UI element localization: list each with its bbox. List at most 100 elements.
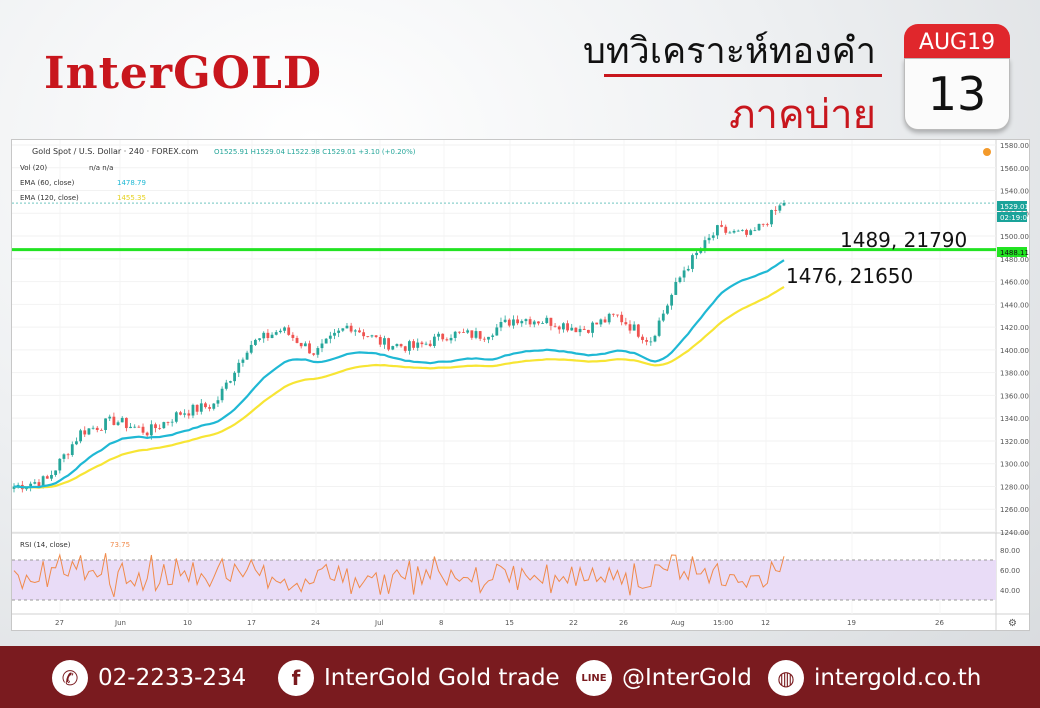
candle-body bbox=[624, 322, 628, 325]
candle-body bbox=[137, 426, 141, 428]
y-tick-label: 1540.00 bbox=[1000, 188, 1029, 196]
page-title: บทวิเคราะห์ทองคำ bbox=[582, 31, 876, 72]
y-tick-label: 1420.00 bbox=[1000, 324, 1029, 332]
candle-body bbox=[141, 426, 145, 433]
candle-body bbox=[45, 476, 49, 479]
x-tick-label: Jul bbox=[374, 619, 384, 627]
footer-line[interactable]: LINE @InterGold bbox=[576, 660, 752, 696]
candle-body bbox=[108, 416, 112, 419]
candle-body bbox=[295, 337, 299, 343]
candle-body bbox=[75, 441, 78, 445]
candle-body bbox=[445, 339, 449, 341]
candle-body bbox=[449, 337, 453, 341]
y-tick-label: 1240.00 bbox=[1000, 529, 1029, 537]
candle-body bbox=[686, 268, 690, 271]
candle-body bbox=[582, 328, 586, 330]
candle-body bbox=[174, 412, 178, 422]
candle-body bbox=[599, 319, 603, 325]
legend-ema60-value: 1478.79 bbox=[117, 179, 146, 187]
candle-body bbox=[403, 346, 407, 351]
candle-body bbox=[740, 229, 744, 231]
candle-body bbox=[41, 476, 45, 487]
annotation-resistance: 1489, 21790 bbox=[840, 228, 967, 252]
candle-body bbox=[249, 344, 253, 353]
candle-body bbox=[333, 332, 336, 336]
last-price-badge bbox=[997, 201, 1027, 211]
candle-body bbox=[532, 321, 536, 325]
legend-ema120: EMA (120, close) bbox=[20, 194, 79, 202]
candle-body bbox=[437, 333, 440, 337]
candle-body bbox=[495, 327, 499, 336]
candle-body bbox=[487, 336, 490, 340]
candle-body bbox=[774, 209, 778, 211]
alert-icon[interactable] bbox=[983, 148, 991, 156]
candle-body bbox=[728, 232, 732, 234]
candle-body bbox=[33, 482, 37, 484]
chart-panel[interactable]: 1580.001560.001540.001520.001500.001480.… bbox=[11, 139, 1031, 631]
candle-body bbox=[191, 404, 195, 416]
x-tick-label: 19 bbox=[847, 619, 856, 627]
settings-icon[interactable]: ⚙ bbox=[1008, 618, 1017, 629]
candle-body bbox=[241, 359, 245, 363]
candle-body bbox=[491, 335, 495, 337]
candle-body bbox=[370, 335, 374, 337]
candle-body bbox=[408, 341, 411, 351]
candle-body bbox=[682, 270, 686, 278]
candle-body bbox=[562, 323, 565, 330]
candle-body bbox=[645, 340, 649, 342]
candle-body bbox=[553, 325, 557, 327]
candle-body bbox=[50, 474, 53, 479]
candle-body bbox=[466, 330, 470, 333]
candle-body bbox=[183, 413, 187, 415]
candle-body bbox=[345, 325, 349, 329]
calendar-icon: AUG19 13 bbox=[904, 24, 1010, 130]
footer-facebook[interactable]: f InterGold Gold trade bbox=[278, 660, 560, 696]
candle-body bbox=[711, 235, 715, 238]
price-chart[interactable]: 1580.001560.001540.001520.001500.001480.… bbox=[12, 140, 1031, 630]
candle-body bbox=[399, 344, 403, 347]
candle-body bbox=[474, 331, 478, 338]
candle-body bbox=[570, 327, 574, 331]
y-tick-label: 1460.00 bbox=[1000, 279, 1029, 287]
rsi-tick-label: 60.00 bbox=[1000, 567, 1020, 575]
candle-body bbox=[666, 305, 669, 314]
candle-body bbox=[557, 326, 561, 330]
legend-ema120-value: 1455.35 bbox=[117, 194, 146, 202]
candle-body bbox=[586, 329, 590, 333]
candle-body bbox=[770, 209, 773, 225]
candle-body bbox=[349, 325, 353, 332]
plot-area[interactable] bbox=[12, 140, 996, 533]
candle-body bbox=[457, 331, 461, 333]
candle-body bbox=[636, 324, 640, 337]
candle-body bbox=[316, 348, 320, 355]
candle-body bbox=[129, 426, 132, 429]
timer-label: 02:19:03 bbox=[1000, 214, 1029, 222]
candle-body bbox=[578, 328, 582, 333]
candle-body bbox=[237, 362, 241, 373]
candle-body bbox=[308, 343, 311, 354]
candle-body bbox=[512, 319, 515, 326]
ema120-line bbox=[13, 285, 785, 489]
y-tick-label: 1280.00 bbox=[1000, 483, 1029, 491]
candle-body bbox=[120, 417, 124, 423]
candle-body bbox=[641, 336, 644, 341]
candle-body bbox=[507, 319, 511, 326]
candle-body bbox=[782, 203, 786, 206]
candle-body bbox=[745, 229, 748, 235]
candle-body bbox=[753, 230, 757, 232]
candle-body bbox=[374, 335, 378, 338]
footer-web[interactable]: ◍ intergold.co.th bbox=[768, 660, 981, 696]
candle-body bbox=[91, 427, 95, 429]
rsi-band bbox=[12, 560, 996, 600]
x-tick-label: 12 bbox=[761, 619, 770, 627]
candle-body bbox=[432, 336, 436, 346]
candle-body bbox=[724, 226, 728, 233]
candle-body bbox=[145, 432, 149, 436]
ema60-line bbox=[14, 259, 785, 489]
candle-body bbox=[270, 334, 274, 339]
calendar-month: AUG19 bbox=[904, 24, 1010, 60]
candle-body bbox=[595, 322, 599, 325]
candle-body bbox=[83, 430, 87, 435]
footer-phone[interactable]: ✆ 02-2233-234 bbox=[52, 660, 246, 696]
facebook-icon: f bbox=[278, 660, 314, 696]
